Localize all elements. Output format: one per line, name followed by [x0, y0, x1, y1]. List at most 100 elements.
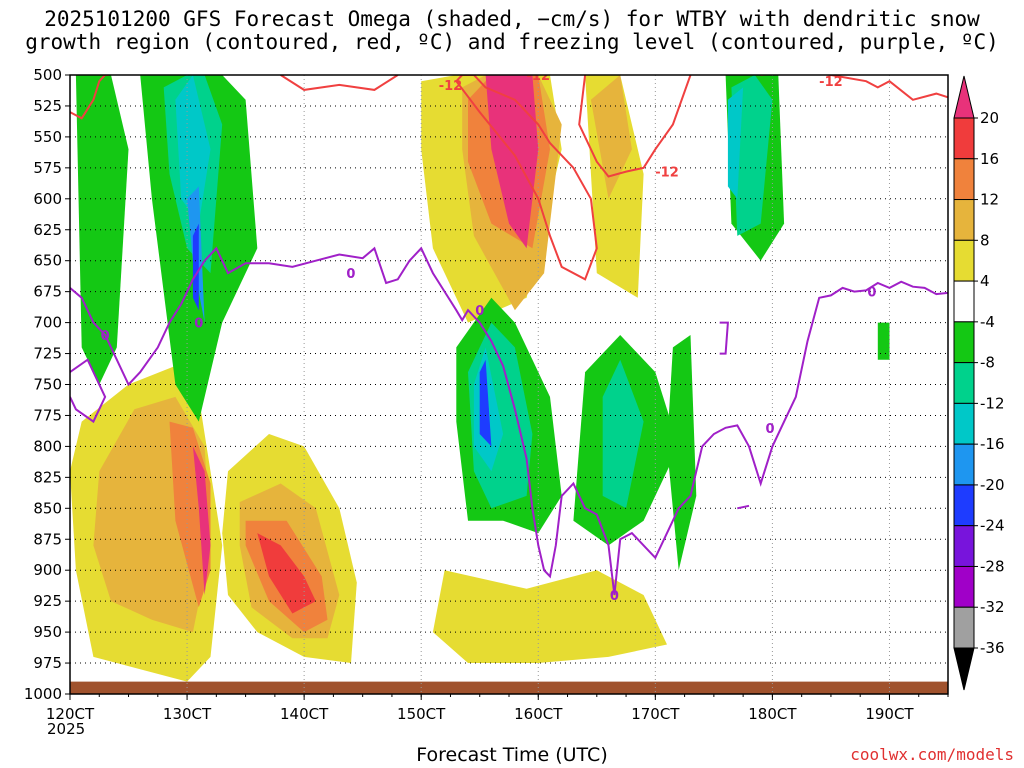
- terrain-layer: [70, 681, 948, 694]
- colorbar-label: -20: [980, 476, 1005, 494]
- y-tick-label: 875: [33, 530, 62, 548]
- colorbar-bottom-triangle: [953, 647, 975, 691]
- colorbar-label: -8: [980, 354, 995, 372]
- y-tick-label: 900: [33, 561, 62, 579]
- colorbar-label: 8: [980, 231, 990, 249]
- colorbar: 20 16 12 8 4 -4 -8 -12 -16 -20 -24 -28 -32 -36: [953, 75, 1005, 691]
- omega-region: [877, 322, 890, 360]
- colorbar-label: 12: [980, 191, 999, 209]
- dendritic-growth-contour: [760, 75, 948, 101]
- contour-label: -12: [527, 69, 551, 84]
- omega-region: [432, 570, 667, 663]
- omega-region: [75, 75, 129, 385]
- omega-region: [727, 87, 744, 199]
- contour-label: 0: [766, 422, 775, 437]
- dendritic-growth-contour: [455, 75, 598, 281]
- colorbar-bin: [953, 280, 975, 323]
- x-tick-label: 140CT: [280, 705, 329, 723]
- colorbar-bin: [953, 321, 975, 364]
- y-tick-label: 550: [33, 128, 62, 146]
- contour-label: 0: [867, 286, 876, 301]
- dendritic-growth-contour: [70, 75, 109, 120]
- contour-label: 0: [194, 317, 203, 332]
- colorbar-label: -4: [980, 313, 995, 331]
- y-tick-label: 675: [33, 283, 62, 301]
- colorbar-bin: [953, 239, 975, 282]
- colorbar-label: -32: [980, 598, 1005, 616]
- contour-label: 0: [101, 329, 110, 344]
- contour-label: -12: [439, 79, 463, 94]
- contour-label: 0: [610, 589, 619, 604]
- omega-region: [192, 446, 211, 595]
- y-tick-label: 525: [33, 97, 62, 115]
- omega-region: [485, 75, 539, 249]
- omega-region: [667, 335, 697, 571]
- colorbar-bin: [953, 199, 975, 241]
- dendritic-growth-contour: [578, 75, 692, 178]
- colorbar-label: -28: [980, 557, 1005, 575]
- x-tick-label: 170CT: [631, 705, 680, 723]
- freezing-level-contour: [737, 504, 750, 510]
- colorbar-bin: [953, 158, 975, 201]
- omega-region: [175, 75, 211, 224]
- y-tick-label: 625: [33, 221, 62, 239]
- x-tick-label: 150CT: [397, 705, 446, 723]
- colorbar-bin: [953, 484, 975, 527]
- y-tick-label: 950: [33, 623, 62, 641]
- omega-shading-layer: [70, 75, 890, 682]
- x-tick-label: 180CT: [748, 705, 797, 723]
- x-tick-label: 130CT: [163, 705, 212, 723]
- chart-title-line-2: growth region (contoured, red, ºC) and f…: [25, 30, 999, 54]
- y-tick-label: 700: [33, 314, 62, 332]
- colorbar-bin: [953, 362, 975, 404]
- colorbar-label: -16: [980, 435, 1005, 453]
- y-tick-label: 850: [33, 499, 62, 517]
- colorbar-label: 20: [980, 109, 999, 127]
- x-tick-label: 120CT: [46, 705, 95, 723]
- chart-title: 2025101200 GFS Forecast Omega (shaded, −…: [0, 8, 1024, 54]
- x-axis-label: Forecast Time (UTC): [416, 744, 608, 766]
- contour-label: -12: [819, 75, 843, 90]
- x-tick-label: 160CT: [514, 705, 563, 723]
- y-tick-label: 825: [33, 468, 62, 486]
- y-tick-label: 1000: [24, 685, 62, 703]
- y-tick-label: 575: [33, 159, 62, 177]
- credit-link[interactable]: coolwx.com/models: [850, 745, 1014, 764]
- y-tick-label: 800: [33, 437, 62, 455]
- contour-label: 0: [346, 267, 355, 282]
- y-tick-label: 775: [33, 406, 62, 424]
- y-tick-label: 650: [33, 252, 62, 270]
- contour-layer: -12 -12 -12 -12 0 0 0 0 0 0 0: [70, 69, 948, 604]
- dendritic-growth-contour: [280, 75, 399, 91]
- terrain-band: [70, 681, 948, 694]
- colorbar-label: 16: [980, 150, 999, 168]
- axes-layer: 500 525 550 575 600 625 650 675 700 725 750 775 800 8…: [24, 66, 949, 723]
- chart-title-line-1: 2025101200 GFS Forecast Omega (shaded, −…: [44, 7, 980, 31]
- freezing-level-contour: [70, 358, 107, 424]
- colorbar-label: -12: [980, 394, 1005, 412]
- contour-label: -12: [655, 166, 679, 181]
- omega-region: [257, 533, 316, 614]
- colorbar-bin: [953, 565, 975, 608]
- x-tick-label: 190CT: [865, 705, 914, 723]
- colorbar-bin: [953, 443, 975, 486]
- colorbar-top-triangle: [953, 75, 975, 119]
- omega-region: [602, 359, 644, 509]
- colorbar-label: -36: [980, 639, 1005, 657]
- colorbar-bin: [953, 117, 975, 160]
- colorbar-bin: [953, 402, 975, 445]
- contour-label: 0: [475, 304, 484, 319]
- x-axis-year-label: 2025: [47, 720, 86, 738]
- omega-region: [590, 75, 632, 199]
- colorbar-label: 4: [980, 272, 990, 290]
- freezing-level-contour: [70, 246, 948, 596]
- colorbar-bin: [953, 525, 975, 567]
- freezing-level-contour: [719, 321, 729, 355]
- y-tick-label: 725: [33, 345, 62, 363]
- omega-region: [192, 223, 199, 311]
- omega-region: [479, 359, 492, 447]
- y-tick-label: 500: [33, 66, 62, 84]
- y-tick-label: 600: [33, 190, 62, 208]
- y-tick-label: 750: [33, 376, 62, 394]
